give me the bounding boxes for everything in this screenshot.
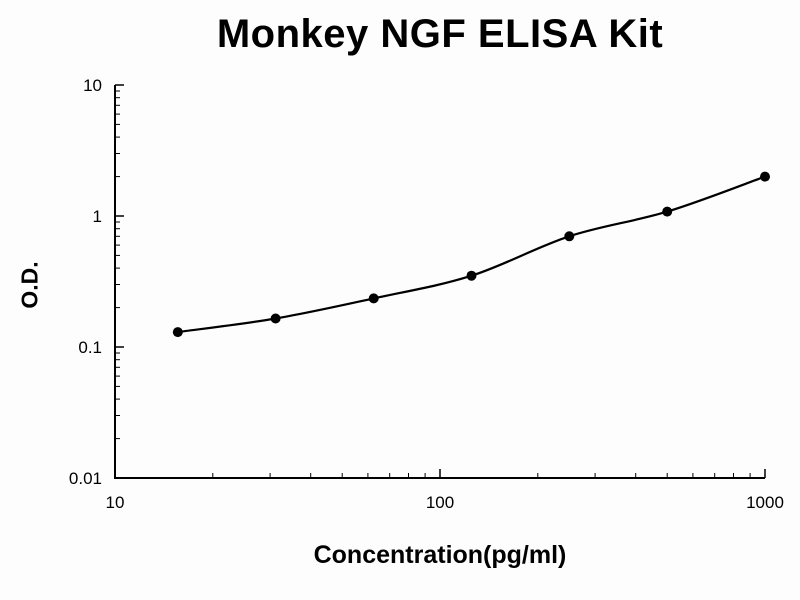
svg-text:0.1: 0.1 <box>78 338 102 357</box>
x-axis-label: Concentration(pg/ml) <box>313 541 567 569</box>
svg-text:10: 10 <box>83 76 102 95</box>
svg-text:1: 1 <box>93 207 102 226</box>
chart-title: Monkey NGF ELISA Kit <box>216 12 664 56</box>
svg-text:0.01: 0.01 <box>69 469 102 488</box>
svg-text:1000: 1000 <box>746 493 784 512</box>
svg-text:100: 100 <box>426 493 454 512</box>
svg-text:10: 10 <box>106 493 125 512</box>
